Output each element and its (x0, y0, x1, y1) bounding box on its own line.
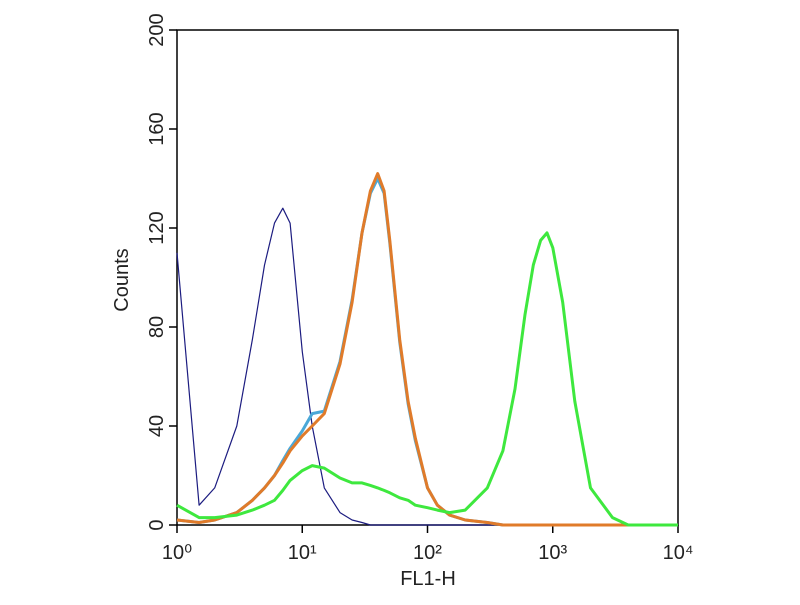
y-tick-label: 40 (146, 415, 168, 437)
y-tick-label: 160 (146, 112, 168, 145)
y-tick-label: 80 (146, 316, 168, 338)
x-tick-label: 10³ (538, 542, 567, 564)
histogram-line (176, 207, 678, 526)
y-tick-label: 120 (146, 211, 168, 244)
histogram-line (176, 231, 678, 527)
y-tick-label: 200 (146, 13, 168, 46)
x-tick-label: 10¹ (288, 542, 317, 564)
x-axis-label: FL1-H (400, 568, 456, 590)
x-tick-label: 10⁰ (162, 542, 192, 564)
x-tick-label: 10² (413, 542, 442, 564)
plot-frame (176, 29, 679, 526)
x-tick-label: 10⁴ (663, 542, 694, 564)
y-tick-label: 0 (146, 519, 168, 530)
y-axis-label: Counts (111, 248, 133, 311)
histogram-line (176, 172, 678, 527)
histogram-line (176, 177, 678, 527)
